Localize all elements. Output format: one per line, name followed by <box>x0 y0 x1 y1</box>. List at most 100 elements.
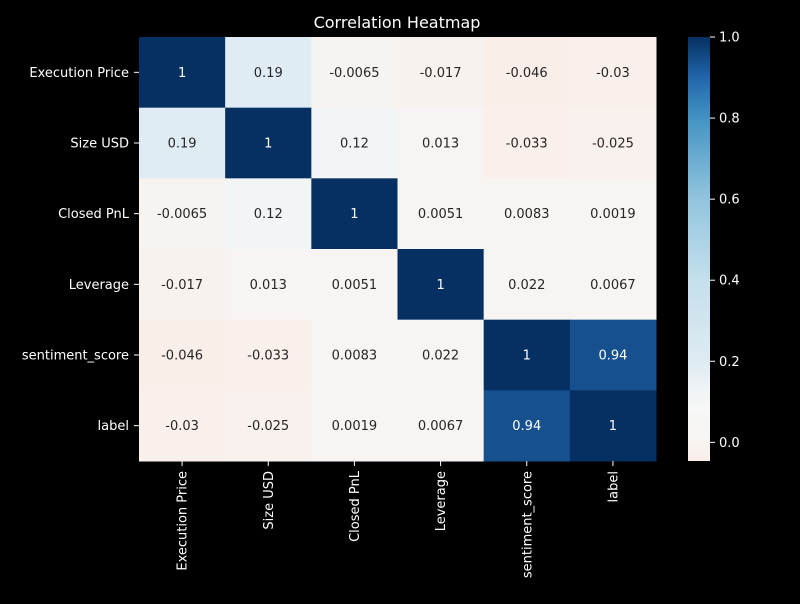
colorbar-gradient <box>688 37 710 461</box>
heatmap-cell-value: -0.025 <box>592 137 634 152</box>
heatmap-cell: -0.046 <box>483 37 571 109</box>
heatmap-cell-value: 0.12 <box>254 207 283 222</box>
heatmap-cell-value: -0.03 <box>165 419 199 434</box>
heatmap-cell: 0.0067 <box>397 390 485 462</box>
heatmap-cell-rect <box>139 390 226 462</box>
heatmap-cell: 1 <box>569 390 657 462</box>
heatmap-cell-rect <box>483 390 571 462</box>
heatmap-cell: 0.0051 <box>397 178 485 250</box>
heatmap-cell-rect <box>483 107 571 179</box>
row-label: Size USD <box>70 137 129 152</box>
heatmap-cell: 0.0019 <box>311 390 398 462</box>
heatmap-cell: 0.013 <box>225 249 312 321</box>
heatmap-cell-value: 1 <box>523 349 531 364</box>
heatmap-cell: -0.017 <box>139 249 226 321</box>
heatmap-cell-value: 0.022 <box>508 278 545 293</box>
heatmap-cell: 0.0051 <box>311 249 398 321</box>
column-label: Leverage <box>434 471 449 531</box>
heatmap-cell: 0.94 <box>569 319 657 391</box>
heatmap-cell-rect <box>569 37 657 109</box>
heatmap-cell-rect <box>483 249 571 321</box>
heatmap-cell: 0.022 <box>397 319 485 391</box>
heatmap-cell-rect <box>311 107 398 179</box>
heatmap-cell-value: 0.94 <box>598 349 627 364</box>
heatmap-cell-value: -0.033 <box>247 349 289 364</box>
column-label: Closed PnL <box>348 470 363 542</box>
heatmap-cell-value: 0.0051 <box>418 207 464 222</box>
column-label: Size USD <box>262 471 277 530</box>
heatmap-cell: 1 <box>139 37 226 109</box>
heatmap-cell: -0.017 <box>397 37 485 109</box>
heatmap-cell-rect <box>397 37 485 109</box>
heatmap-cell-rect <box>225 107 312 179</box>
heatmap-cell-rect <box>139 178 226 250</box>
heatmap-cell-value: 0.19 <box>254 66 283 81</box>
heatmap-cell: 1 <box>225 107 312 179</box>
heatmap-cell: 0.19 <box>225 37 312 109</box>
heatmap-cell-value: -0.046 <box>506 66 548 81</box>
column-label: Execution Price <box>176 471 191 571</box>
heatmap-cell-value: 1 <box>178 66 186 81</box>
heatmap-cell-rect <box>139 37 226 109</box>
heatmap-cell-value: -0.03 <box>596 66 630 81</box>
heatmap-cell: -0.03 <box>139 390 226 462</box>
heatmap-cell: 0.0083 <box>483 178 571 250</box>
chart-title: Correlation Heatmap <box>314 13 481 32</box>
heatmap-cell-value: 0.19 <box>168 137 197 152</box>
heatmap-cell-rect <box>225 319 312 391</box>
column-label: label <box>606 471 621 502</box>
heatmap-cell: -0.0065 <box>311 37 398 109</box>
heatmap-cell-rect <box>569 178 657 250</box>
heatmap-cell: -0.03 <box>569 37 657 109</box>
heatmap-cell-rect <box>569 390 657 462</box>
heatmap-cell: -0.025 <box>569 107 657 179</box>
heatmap-cell-rect <box>397 178 485 250</box>
heatmap-cell: 0.013 <box>397 107 485 179</box>
heatmap-cell-rect <box>139 107 226 179</box>
heatmap-cell-value: 1 <box>350 207 358 222</box>
heatmap-cell: -0.033 <box>225 319 312 391</box>
heatmap-cell: 0.0083 <box>311 319 398 391</box>
heatmap-cell-rect <box>225 178 312 250</box>
heatmap-cell-rect <box>311 390 398 462</box>
row-label: label <box>98 419 129 434</box>
row-label: sentiment_score <box>22 349 129 364</box>
heatmap-cell-rect <box>397 319 485 391</box>
heatmap-cell: 1 <box>483 319 571 391</box>
heatmap-cell-value: 0.94 <box>512 419 541 434</box>
heatmap-cell-rect <box>225 390 312 462</box>
heatmap-cell-value: 0.12 <box>340 137 369 152</box>
colorbar: 0.0 0.2 0.4 0.6 0.8 1.0 <box>688 31 740 461</box>
heatmap-cell-rect <box>311 178 398 250</box>
heatmap-cell-value: 0.0051 <box>332 278 378 293</box>
colorbar-tick-label: 0.4 <box>719 274 740 289</box>
heatmap-cell: -0.025 <box>225 390 312 462</box>
heatmap-cell-value: 0.022 <box>422 349 459 364</box>
heatmap-cell: 0.12 <box>311 107 398 179</box>
heatmap-cell-rect <box>569 107 657 179</box>
heatmap-cell-value: -0.0065 <box>157 207 207 222</box>
row-label: Closed PnL <box>58 207 130 222</box>
heatmap-cell: 0.022 <box>483 249 571 321</box>
heatmap-cell-rect <box>311 319 398 391</box>
heatmap-cell-rect <box>225 37 312 109</box>
heatmap-cell-value: 0.0083 <box>332 349 378 364</box>
heatmap-cell-rect <box>483 319 571 391</box>
heatmap-cell-value: -0.017 <box>161 278 203 293</box>
heatmap-cell-value: -0.033 <box>506 137 548 152</box>
heatmap-cell-value: 0.0067 <box>590 278 636 293</box>
row-label: Leverage <box>69 278 129 293</box>
heatmap-cell: 0.0067 <box>569 249 657 321</box>
heatmap-cell-rect <box>225 249 312 321</box>
heatmap-cell: 1 <box>397 249 485 321</box>
heatmap-cell-rect <box>397 107 485 179</box>
heatmap-cell-rect <box>139 249 226 321</box>
heatmap-cell-value: 0.013 <box>422 137 459 152</box>
heatmap-cell: 1 <box>311 178 398 250</box>
heatmap-cell: -0.046 <box>139 319 226 391</box>
row-labels: Execution Price Size USD Closed PnL Leverag… <box>22 66 139 434</box>
heatmap-cells: 1 0.19 -0.0065 -0.017 -0.046 -0.03 0.19 1 0.12 0.… <box>139 37 657 462</box>
colorbar-tick-label: 1.0 <box>719 31 740 46</box>
